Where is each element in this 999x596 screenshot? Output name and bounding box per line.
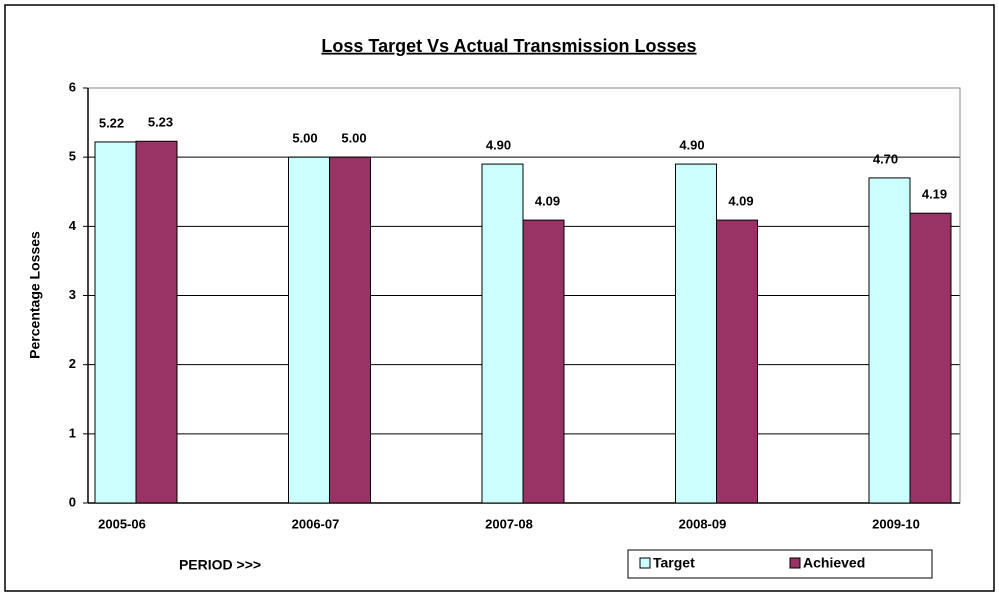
value-label: 4.09 <box>728 194 753 209</box>
y-tick-label: 0 <box>69 494 76 509</box>
bar <box>909 212 952 504</box>
legend-label: Target <box>653 555 695 571</box>
value-label: 5.22 <box>99 115 124 130</box>
x-tick-label: 2008-09 <box>679 516 727 531</box>
legend-swatch <box>789 557 801 569</box>
bar <box>135 140 178 504</box>
y-tick-label: 6 <box>69 79 76 94</box>
x-tick-label: 2005-06 <box>98 516 146 531</box>
value-label: 5.23 <box>148 115 173 130</box>
x-tick-label: 2007-08 <box>485 516 533 531</box>
x-tick-label: 2009-10 <box>872 516 920 531</box>
y-tick-label: 1 <box>69 425 76 440</box>
bar <box>868 177 911 504</box>
y-tick-label: 5 <box>69 149 76 164</box>
y-tick-label: 3 <box>69 287 76 302</box>
chart-title: Loss Target Vs Actual Transmission Losse… <box>321 36 696 56</box>
bar <box>675 163 717 504</box>
bar <box>94 141 137 504</box>
y-tick-label: 2 <box>69 356 76 371</box>
bar <box>522 219 565 504</box>
bar <box>288 156 330 504</box>
bar <box>716 219 758 504</box>
value-label: 5.00 <box>341 131 366 146</box>
y-axis-label: Percentage Losses <box>27 231 43 359</box>
value-label: 5.00 <box>292 131 317 146</box>
legend-box <box>627 549 933 579</box>
value-label: 4.90 <box>679 138 704 153</box>
bar <box>481 163 524 504</box>
x-tick-label: 2006-07 <box>292 516 340 531</box>
legend-label: Achieved <box>803 555 865 571</box>
y-tick-label: 4 <box>69 218 77 233</box>
value-label: 4.19 <box>922 187 947 202</box>
value-label: 4.70 <box>873 151 898 166</box>
bar <box>329 156 371 504</box>
value-label: 4.90 <box>486 138 511 153</box>
value-label: 4.09 <box>535 194 560 209</box>
legend-swatch <box>639 557 651 569</box>
x-axis-label: PERIOD >>> <box>179 557 261 573</box>
